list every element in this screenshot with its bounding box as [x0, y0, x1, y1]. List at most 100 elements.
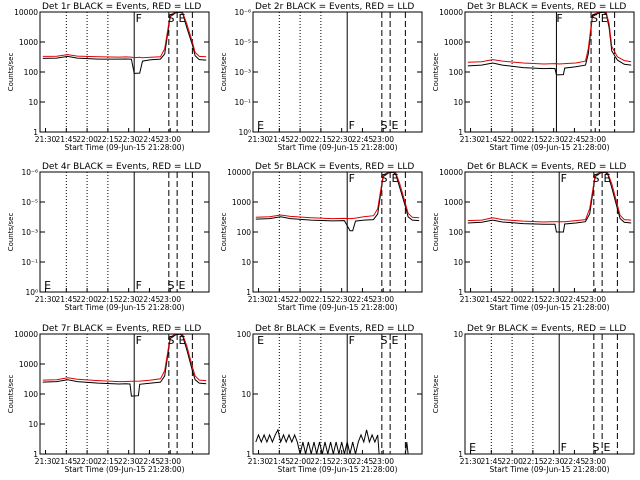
panel-title: Det 3r BLACK = Events, RED = LLD: [467, 2, 626, 12]
y-tick-label: 1000: [19, 38, 38, 47]
y-tick-label: 10000: [439, 168, 463, 177]
x-tick-label: 21:30: [35, 135, 57, 144]
x-tick-label: 22:30: [118, 457, 140, 466]
x-tick-label: 21:45: [481, 295, 503, 304]
y-axis-label: Counts/sec: [220, 375, 228, 414]
event-label: E: [604, 441, 611, 454]
event-label: E: [604, 172, 611, 185]
y-tick-label: 1: [246, 288, 251, 297]
event-label: F: [349, 334, 355, 347]
y-axis-label: Counts/sec: [7, 213, 15, 252]
plot-frame: [252, 11, 423, 133]
event-label: F: [136, 12, 142, 25]
panel-title: Det 4r BLACK = Events, RED = LLD: [42, 162, 201, 172]
event-label: F: [561, 441, 567, 454]
panel-title: Det 2r BLACK = Events, RED = LLD: [255, 2, 414, 12]
y-tick-label: 10⁰: [238, 128, 251, 137]
y-tick-label: 1000: [19, 360, 38, 369]
x-tick-label: 22:45: [352, 295, 374, 304]
x-tick-label: 21:45: [269, 135, 291, 144]
event-label: S: [380, 119, 387, 132]
x-tick-label: 23:00: [159, 457, 181, 466]
x-tick-label: 21:30: [35, 457, 57, 466]
lld-series-line: [467, 11, 632, 65]
event-label: E: [392, 172, 399, 185]
lld-series-line: [42, 333, 207, 383]
x-tick-label: 21:45: [56, 295, 78, 304]
x-tick-label: 22:45: [139, 457, 161, 466]
x-tick-label: 23:00: [372, 135, 394, 144]
x-tick-label: 22:45: [139, 295, 161, 304]
x-tick-label: 23:00: [159, 295, 181, 304]
panel-title: Det 1r BLACK = Events, RED = LLD: [42, 2, 201, 12]
panel-title: Det 6r BLACK = Events, RED = LLD: [467, 162, 626, 172]
y-tick-label: 10: [241, 390, 251, 399]
y-axis-label: Counts/sec: [432, 53, 440, 92]
y-tick-label: 10⁻¹: [234, 98, 251, 107]
plot-frame: [464, 333, 635, 455]
y-tick-label: 1000: [232, 198, 251, 207]
events-series-line: [255, 428, 409, 455]
plot-frame: [39, 171, 210, 293]
panel-det-4r: Det 4r BLACK = Events, RED = LLD Counts/s…: [7, 162, 210, 312]
panel-det-8r: Det 8r BLACK = Events, RED = LLD Counts/s…: [220, 324, 423, 474]
panel-title: Det 9r BLACK = Events, RED = LLD: [467, 324, 626, 334]
y-tick-label: 1: [33, 450, 38, 459]
panel-det-1r: Det 1r BLACK = Events, RED = LLD Counts/s…: [7, 2, 210, 152]
y-tick-label: 10: [28, 420, 38, 429]
y-axis-label: Counts/sec: [7, 53, 15, 92]
y-tick-label: 10: [453, 98, 463, 107]
event-label: E: [179, 12, 186, 25]
x-axis-label: Start Time (09-Jun-15 21:28:00): [278, 465, 398, 474]
event-label: S: [167, 334, 174, 347]
x-axis-label: Start Time (09-Jun-15 21:28:00): [65, 143, 185, 152]
y-tick-label: 1: [246, 450, 251, 459]
x-tick-label: 22:00: [501, 457, 523, 466]
y-tick-label: 1000: [444, 38, 463, 47]
panel-title: Det 7r BLACK = Events, RED = LLD: [42, 324, 201, 334]
x-tick-label: 22:45: [564, 457, 586, 466]
x-tick-label: 22:30: [543, 135, 565, 144]
x-tick-label: 21:45: [56, 457, 78, 466]
plot-frame: [39, 333, 210, 455]
plot-frame: [464, 171, 635, 293]
events-series-line: [467, 171, 632, 233]
lld-series-line: [255, 171, 420, 220]
x-axis-label: Start Time (09-Jun-15 21:28:00): [65, 465, 185, 474]
plot-frame: [464, 11, 635, 133]
events-series-line: [255, 171, 420, 232]
plot-frame: [39, 11, 210, 133]
x-tick-label: 22:00: [76, 457, 98, 466]
event-label: E: [469, 441, 476, 454]
panel-det-2r: Det 2r BLACK = Events, RED = LLD Counts/s…: [220, 2, 423, 152]
y-tick-label: 10000: [14, 330, 38, 339]
y-axis-label: Counts/sec: [220, 53, 228, 92]
x-tick-label: 22:15: [97, 295, 119, 304]
x-tick-label: 22:45: [352, 135, 374, 144]
x-tick-label: 22:00: [501, 135, 523, 144]
y-tick-label: 10000: [14, 8, 38, 17]
y-tick-label: 1: [458, 288, 463, 297]
x-tick-label: 21:45: [481, 135, 503, 144]
panel-title: Det 8r BLACK = Events, RED = LLD: [255, 324, 414, 334]
x-tick-label: 22:30: [331, 295, 353, 304]
x-tick-label: 22:00: [501, 295, 523, 304]
panel-det-6r: Det 6r BLACK = Events, RED = LLD Counts/s…: [432, 162, 635, 312]
x-tick-label: 23:00: [159, 135, 181, 144]
plot-frame: [252, 171, 423, 293]
event-label: F: [136, 279, 142, 292]
event-label: E: [257, 119, 264, 132]
event-label: E: [601, 12, 608, 25]
event-label: E: [44, 279, 51, 292]
x-tick-label: 21:30: [460, 457, 482, 466]
x-tick-label: 21:45: [269, 295, 291, 304]
event-label: S: [592, 172, 599, 185]
y-tick-label: 10: [241, 258, 251, 267]
x-tick-label: 21:30: [460, 135, 482, 144]
y-tick-label: 1: [458, 450, 463, 459]
x-tick-label: 22:15: [310, 295, 332, 304]
event-label: S: [592, 441, 599, 454]
event-label: E: [392, 334, 399, 347]
x-tick-label: 22:00: [76, 135, 98, 144]
